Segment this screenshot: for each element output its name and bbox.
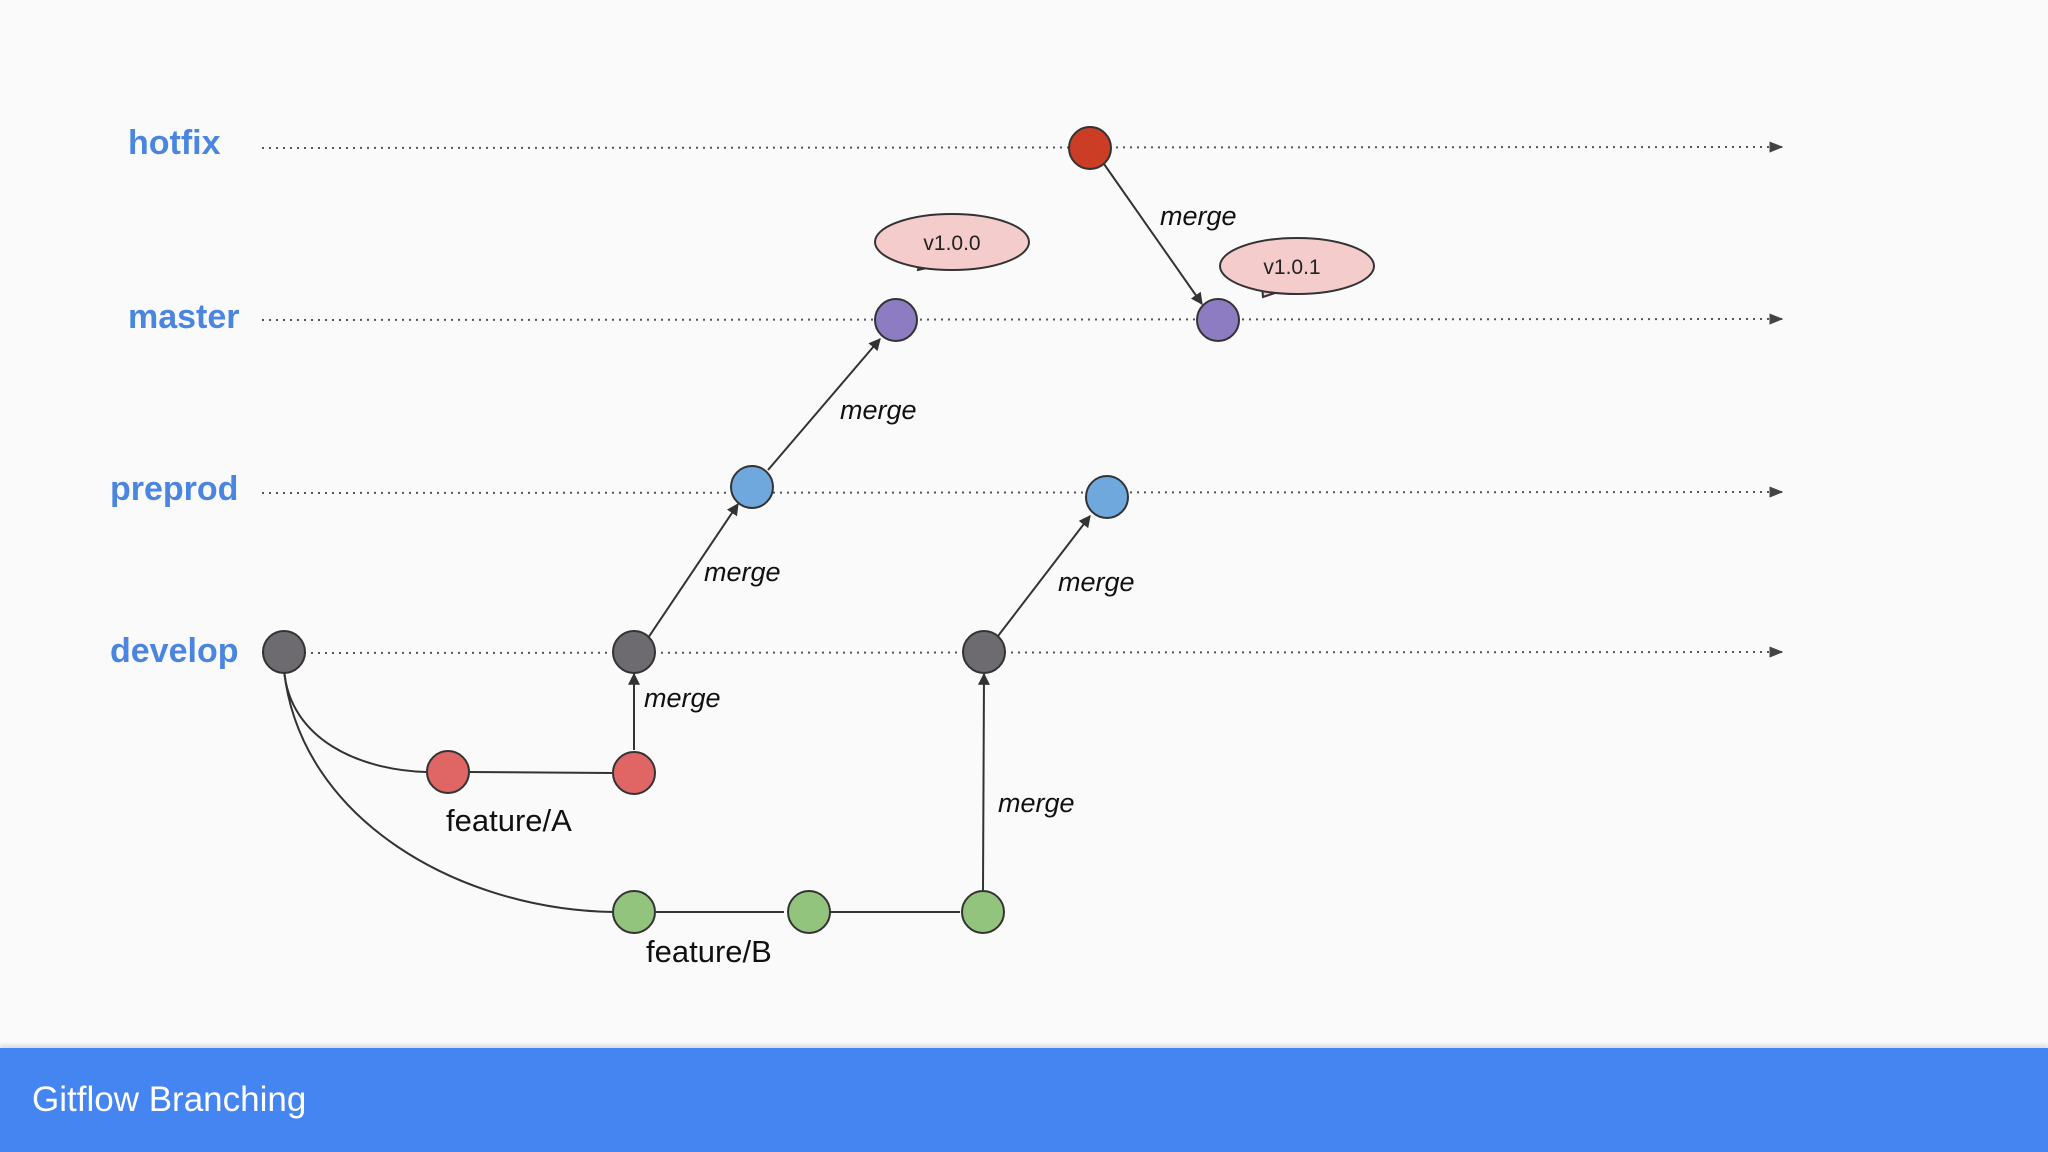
merge-label: merge	[1160, 201, 1237, 231]
feature-a-branch-curve	[283, 669, 427, 773]
merge-arrow-develop-to-preprod	[647, 503, 739, 639]
commit-develop	[612, 630, 656, 674]
merge-label: merge	[840, 395, 917, 425]
commit-feature-a	[426, 750, 470, 794]
commit-master	[874, 298, 918, 342]
lane-label-master: master	[128, 298, 240, 336]
commit-master	[1196, 298, 1240, 342]
commit-preprod	[1085, 475, 1129, 519]
version-tag-label: v1.0.0	[923, 232, 980, 255]
lane-label-preprod: preprod	[110, 470, 238, 508]
lane-line-preprod	[261, 486, 1784, 498]
commit-feature-a	[612, 751, 656, 795]
version-tag: v1.0.0	[874, 213, 1030, 272]
lane-label-develop: develop	[110, 632, 238, 670]
merge-arrow-develop-to-preprod	[997, 515, 1091, 637]
commit-feature-b	[961, 890, 1005, 934]
lane-line-develop	[261, 646, 1784, 658]
commit-feature-b	[612, 890, 656, 934]
commit-develop	[262, 630, 306, 674]
commit-hotfix	[1068, 126, 1112, 170]
merge-label: merge	[998, 788, 1075, 818]
footer-title: Gitflow Branching	[32, 1080, 307, 1119]
feature-a-line	[467, 771, 613, 774]
version-tag-label: v1.0.1	[1263, 256, 1320, 279]
merge-label: merge	[1058, 567, 1135, 597]
version-tag: v1.0.1	[1219, 237, 1375, 299]
lane-line-hotfix	[261, 141, 1784, 153]
merge-label: merge	[644, 683, 721, 713]
lane-line-master	[261, 313, 1784, 325]
commit-feature-b	[787, 890, 831, 934]
branch-label-feature-b: feature/B	[646, 934, 772, 969]
footer-bar: Gitflow Branching	[0, 1048, 2048, 1152]
lane-label-hotfix: hotfix	[128, 124, 221, 162]
gitflow-diagram: hotfix master preprod develop merge merg…	[110, 124, 1784, 969]
merge-label: merge	[704, 557, 781, 587]
merge-arrow-hotfix-to-master	[1103, 163, 1203, 305]
commit-develop	[962, 630, 1006, 674]
merge-arrow-preprod-to-master	[767, 338, 881, 471]
feature-b-branch-curve	[283, 669, 615, 913]
branch-label-feature-a: feature/A	[446, 803, 572, 838]
merge-arrow-feature-b-to-develop	[977, 672, 990, 891]
commit-preprod	[730, 465, 774, 509]
